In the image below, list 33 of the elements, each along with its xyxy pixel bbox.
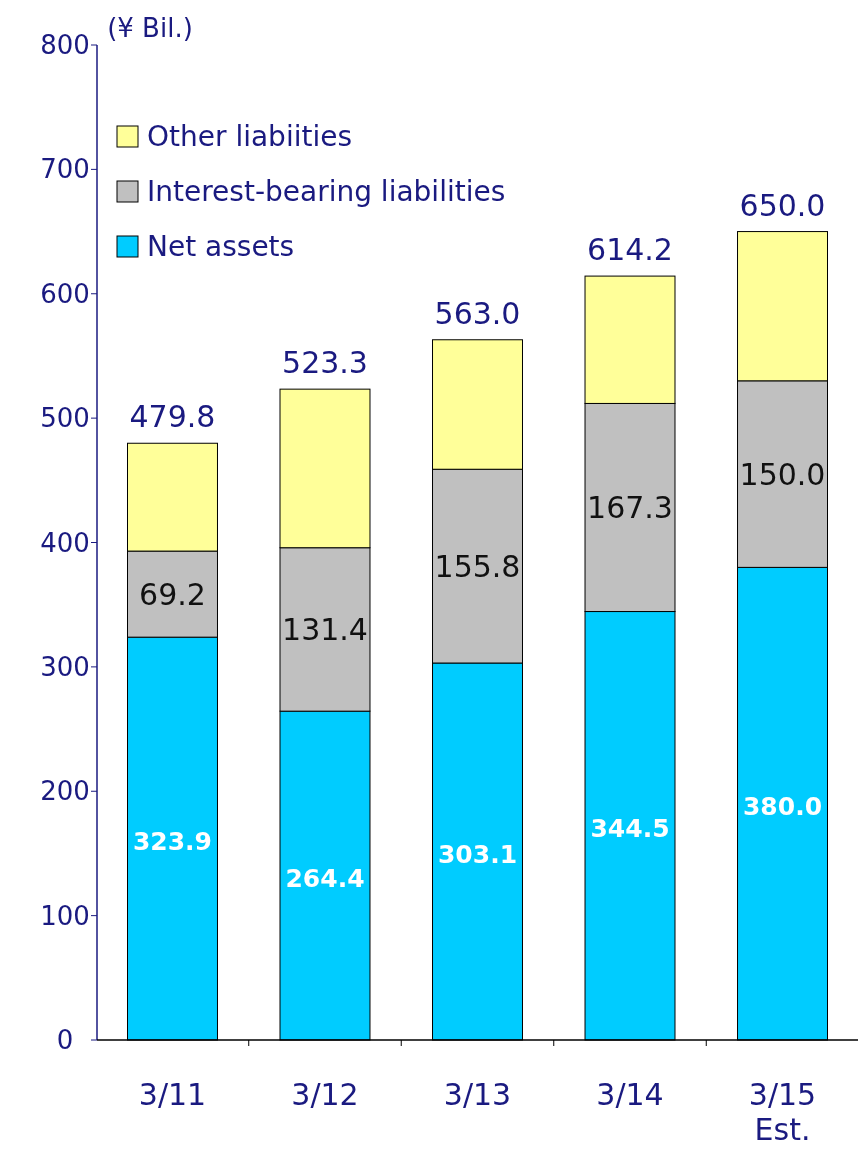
legend-label: Net assets [147, 230, 295, 263]
total-label: 523.3 [282, 345, 368, 381]
data-label: 344.5 [590, 813, 670, 843]
data-label: 303.1 [437, 839, 518, 869]
total-label: 479.8 [129, 399, 216, 435]
x-tick-label: 3/12 [291, 1077, 359, 1112]
data-label: 150.0 [739, 457, 826, 493]
y-tick-label: 200 [40, 776, 90, 807]
y-tick-label: 0 [56, 1025, 74, 1055]
y-tick-label: 700 [40, 154, 90, 185]
x-tick-label: 3/13 [443, 1077, 512, 1112]
y-tick-label: 400 [40, 527, 90, 558]
data-label: 380.0 [742, 791, 823, 821]
y-tick-label: 600 [40, 278, 90, 309]
x-tick-label: 3/11 [138, 1077, 207, 1112]
total-label: 650.0 [739, 187, 826, 223]
legend-label: Other liabiities [147, 120, 353, 153]
data-label: 131.4 [282, 612, 368, 648]
legend-label: Interest-bearing liabilities [147, 175, 506, 208]
y-tick-label: 300 [40, 651, 90, 682]
data-label: 155.8 [434, 549, 521, 585]
y-axis-title: (¥ Bil.) [107, 13, 193, 43]
total-label: 563.0 [434, 295, 521, 331]
data-label: 264.4 [285, 863, 365, 893]
x-tick-label: 3/14 [596, 1077, 664, 1112]
data-label: 69.2 [139, 577, 206, 613]
data-label: 323.9 [132, 826, 213, 856]
y-tick-label: 500 [40, 403, 90, 434]
total-label: 614.2 [587, 232, 673, 268]
y-tick-label: 800 [40, 30, 90, 60]
data-label: 167.3 [587, 490, 673, 526]
y-tick-label: 100 [40, 900, 90, 931]
x-tick-label: 3/15 Est. [748, 1077, 817, 1147]
